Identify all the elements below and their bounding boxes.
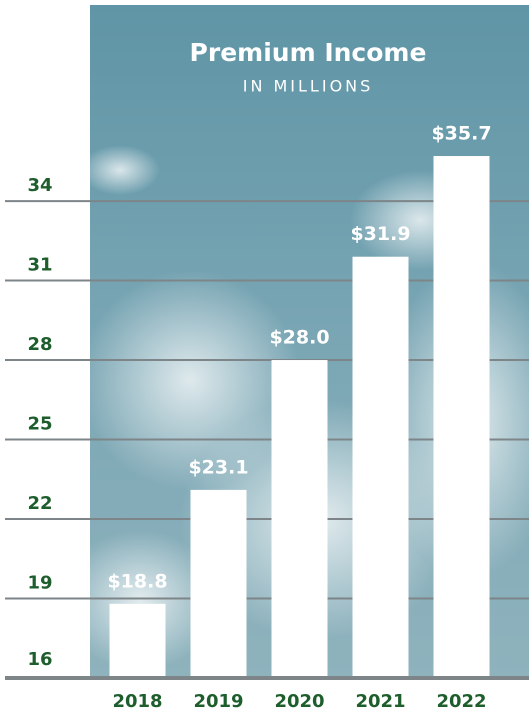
bar [272, 360, 328, 678]
y-tick-label: 28 [27, 334, 52, 355]
y-tick-label: 34 [27, 175, 52, 196]
y-tick-label: 31 [27, 255, 52, 276]
page: {"chart_data": {"type": "bar", "title": … [0, 0, 529, 719]
bar [191, 490, 247, 678]
chart-title: Premium Income [190, 38, 427, 67]
value-label: $18.8 [107, 570, 167, 592]
y-tick-label: 25 [27, 414, 52, 435]
y-tick-label: 19 [27, 573, 52, 594]
value-label: $35.7 [431, 123, 491, 145]
x-tick-label: 2018 [112, 691, 162, 712]
value-label: $23.1 [188, 456, 248, 478]
bar [110, 604, 166, 678]
bar [434, 156, 490, 678]
chart-subtitle: IN MILLIONS [243, 77, 374, 96]
x-tick-label: 2019 [193, 691, 243, 712]
x-tick-label: 2022 [436, 691, 486, 712]
x-tick-label: 2020 [274, 691, 324, 712]
value-label: $31.9 [350, 223, 410, 245]
bar [353, 257, 409, 678]
chart: Premium Income IN MILLIONS 16 19 22 25 28 31 3… [0, 0, 529, 719]
y-tick-label: 22 [27, 493, 52, 514]
y-tick-label: 16 [27, 649, 52, 670]
value-label: $28.0 [269, 327, 329, 349]
x-tick-label: 2021 [355, 691, 405, 712]
